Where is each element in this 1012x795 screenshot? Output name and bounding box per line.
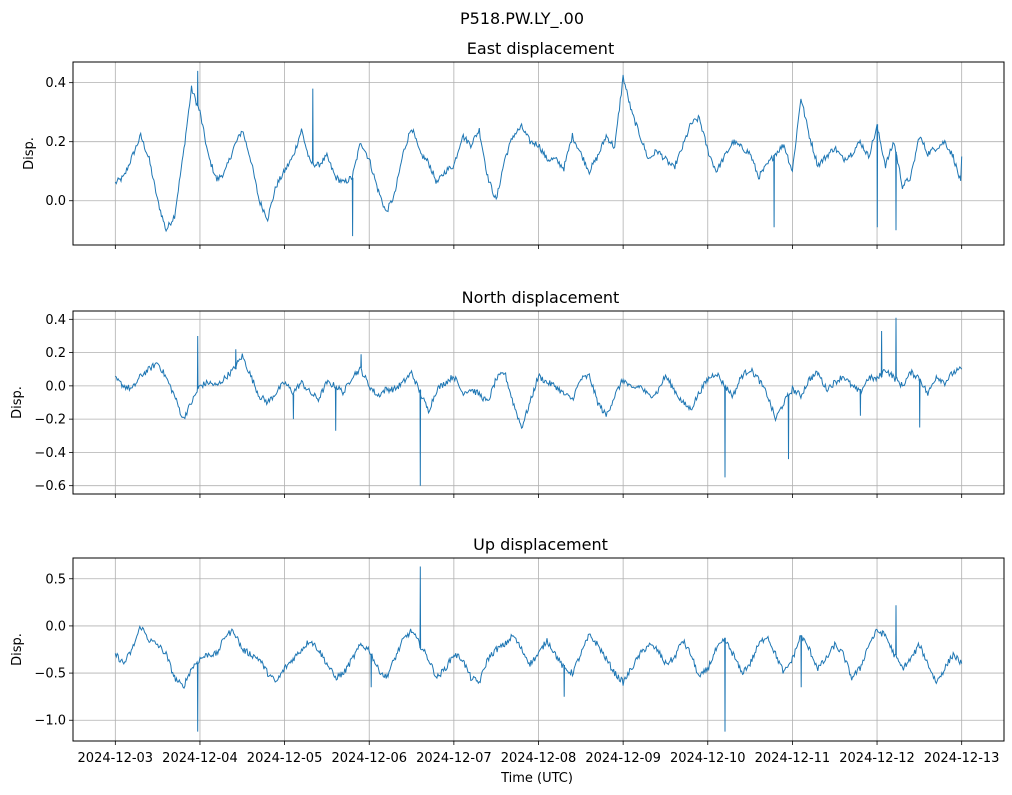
x-axis-label: Time (UTC) xyxy=(500,771,573,786)
north-y-tick-label: 0.2 xyxy=(45,346,66,361)
north-y-axis-label: Disp. xyxy=(10,386,25,419)
up-y-tick-label: 0.0 xyxy=(45,619,66,634)
up-displacement-panel: 2024-12-03 2024-12-04 2024-12-05 2024-12-06… xyxy=(10,535,1005,766)
north-y-tick-label: 0.4 xyxy=(45,313,66,328)
up-y-tick-label: −1.0 xyxy=(34,714,66,729)
east-y-tick-label: 0.2 xyxy=(45,135,66,150)
east-y-tick-label: 0.4 xyxy=(45,76,66,91)
x-tick-label: 2024-12-05 xyxy=(247,751,323,766)
x-tick-label: 2024-12-08 xyxy=(501,751,577,766)
x-tick-label: 2024-12-13 xyxy=(924,751,1000,766)
x-tick-label: 2024-12-09 xyxy=(585,751,661,766)
north-displacement-panel: −0.6 −0.4 −0.2 0.0 0.2 0.4 North displacement D… xyxy=(10,288,1005,498)
x-tick-label: 2024-12-04 xyxy=(162,751,238,766)
figure-suptitle: P518.PW.LY_.00 xyxy=(460,9,584,29)
north-axes-frame xyxy=(72,310,1005,495)
x-tick-label: 2024-12-10 xyxy=(670,751,746,766)
up-y-tick-label: 0.5 xyxy=(45,572,66,587)
x-tick-label: 2024-12-12 xyxy=(839,751,915,766)
x-tick-label: 2024-12-03 xyxy=(78,751,154,766)
east-panel-title: East displacement xyxy=(467,39,614,58)
north-y-tick-label: 0.0 xyxy=(45,379,66,394)
east-y-axis-label: Disp. xyxy=(22,137,37,170)
north-series-line xyxy=(114,317,963,486)
north-panel-title: North displacement xyxy=(462,288,620,307)
up-y-tick-label: −0.5 xyxy=(34,667,66,682)
x-tick-label: 2024-12-07 xyxy=(416,751,492,766)
north-y-tick-label: −0.4 xyxy=(34,446,66,461)
x-tick-label: 2024-12-06 xyxy=(331,751,407,766)
east-series-line xyxy=(114,70,963,237)
up-y-axis-label: Disp. xyxy=(10,633,25,666)
x-tick-label: 2024-12-11 xyxy=(755,751,831,766)
up-panel-title: Up displacement xyxy=(473,535,608,554)
north-y-tick-label: −0.2 xyxy=(34,413,66,428)
east-y-tick-label: 0.0 xyxy=(45,194,66,209)
east-displacement-panel: 0.0 0.2 0.4 East displacement Disp. xyxy=(22,39,1005,249)
east-axes-frame xyxy=(72,61,1005,246)
up-axes-frame xyxy=(72,557,1005,742)
up-series-line xyxy=(114,566,963,732)
north-y-tick-label: −0.6 xyxy=(34,479,66,494)
